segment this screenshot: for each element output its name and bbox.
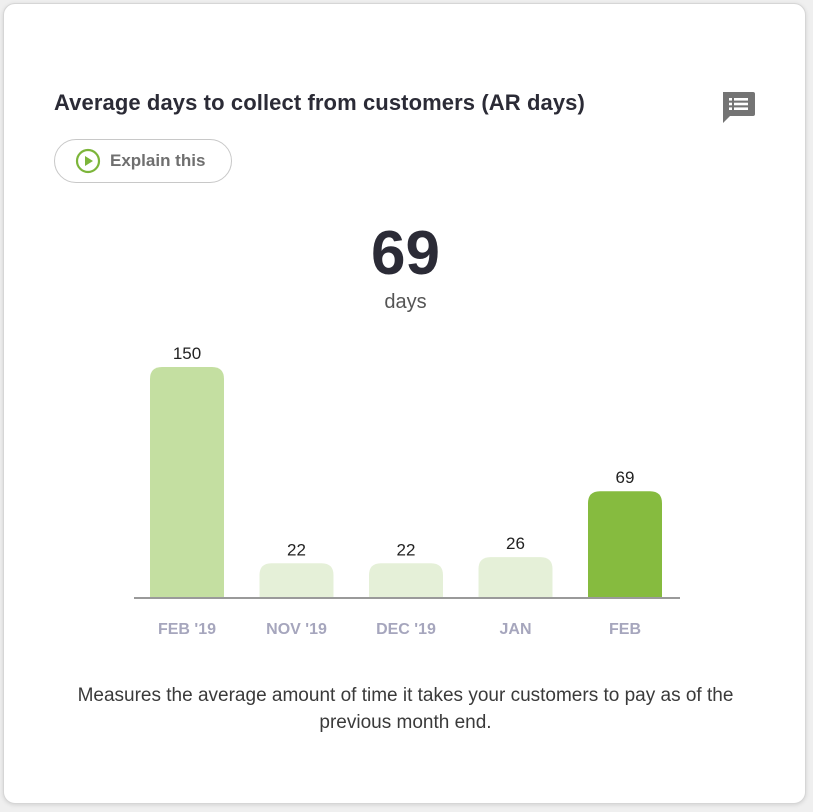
ar-days-card: Average days to collect from customers (… xyxy=(3,3,806,804)
bar-value-label-2: 22 xyxy=(397,540,416,559)
kpi-unit: days xyxy=(384,291,427,313)
x-tick-label-0: FEB '19 xyxy=(158,621,216,638)
x-tick-label-4: FEB xyxy=(609,621,641,638)
bar-value-label-4: 69 xyxy=(616,468,635,487)
bar-2 xyxy=(369,563,443,597)
bar-value-label-0: 150 xyxy=(173,344,201,363)
bar-1 xyxy=(259,563,334,597)
x-tick-label-3: JAN xyxy=(499,621,531,638)
comment-list-icon xyxy=(723,92,755,123)
play-circle-icon xyxy=(75,148,101,174)
bar-value-label-3: 26 xyxy=(506,534,525,553)
metric-description: Measures the average amount of time it t… xyxy=(77,685,734,733)
bar-0 xyxy=(150,367,224,597)
comment-button[interactable] xyxy=(720,90,756,126)
explain-this-label: Explain this xyxy=(110,151,206,170)
explain-this-button[interactable]: Explain this xyxy=(54,139,232,183)
x-tick-label-1: NOV '19 xyxy=(266,621,327,638)
x-tick-label-2: DEC '19 xyxy=(376,621,436,638)
bar-4 xyxy=(588,491,662,597)
bar-3 xyxy=(478,557,553,597)
card-title: Average days to collect from customers (… xyxy=(54,90,585,115)
bar-value-label-1: 22 xyxy=(287,540,306,559)
kpi-value: 69 xyxy=(371,219,440,288)
